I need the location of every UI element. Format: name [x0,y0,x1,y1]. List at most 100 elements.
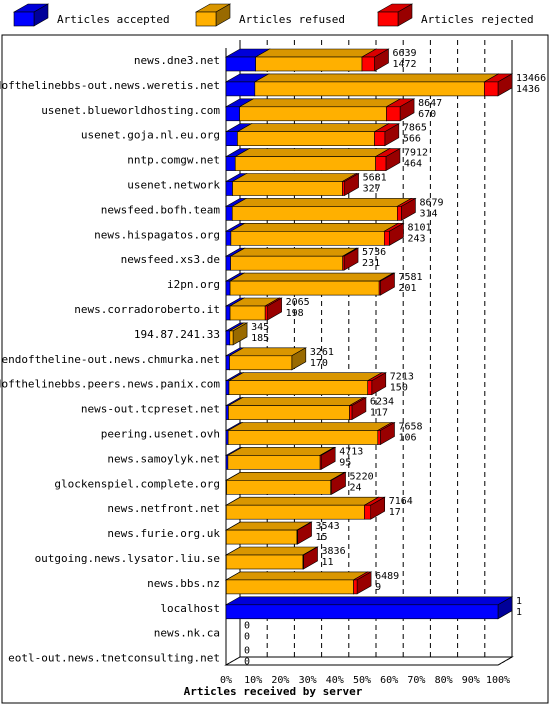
bar-segment-front [225,579,354,595]
bar-segment [229,222,400,246]
total-value-label: 8101 [407,222,431,233]
legend-label: Articles refused [239,13,345,26]
bar-segment-top [231,198,413,207]
row-label: glockenspiel.complete.org [54,477,220,490]
bar-segment-front [319,455,322,470]
bar-segment-front [296,529,298,545]
row-label: news.nk.ca [154,627,220,640]
bar-segment [396,197,417,221]
total-value-label: 6639 [393,48,417,59]
bar-segment [231,197,413,221]
total-value-label: 5220 [350,471,374,482]
bar-segment [483,73,514,97]
bar-segment [228,322,249,346]
accepted-value-label: 0 [244,657,250,668]
bar-row [224,347,307,371]
x-tick-label: 20% [271,675,289,686]
accepted-value-label: 95 [339,457,351,468]
bar-segment [225,471,346,495]
bar-row [224,496,386,520]
bar-segment-front [229,355,293,371]
bar-segment-front [349,405,353,420]
bar-segment [295,521,313,545]
bar-segment-front [330,479,332,495]
legend: Articles accepted Articles refused Article… [12,3,534,27]
bar-segment-front [227,430,379,445]
total-value-label: 7581 [398,272,422,283]
x-tick-label: 40% [326,675,344,686]
bar-segment-top [227,372,383,382]
bar-segment [366,372,387,396]
legend-swatch-front [377,11,399,27]
bar-segment [224,596,514,620]
row-label: usenet.goja.nl.eu.org [81,129,220,142]
accepted-value-label: 314 [419,208,437,219]
bar-segment-front [231,206,398,221]
accepted-value-label: 11 [322,557,334,568]
total-value-label: 13466 [516,73,546,84]
bar-row [224,272,396,296]
bar-row [224,98,416,122]
bar-segment [228,347,307,371]
row-label: news.hispagatos.org [94,228,220,241]
bar-row [224,297,283,321]
row-label: endoftheline-out.news.chmurka.net [1,353,220,366]
x-tick-label: 50% [353,675,371,686]
bar-segment-top [254,48,378,58]
bar-segment-front [255,56,363,72]
accepted-value-label: 1436 [516,84,540,95]
accepted-value-label: 566 [403,134,421,145]
total-value-label: 3261 [310,347,334,358]
bar-segment-front [225,604,499,620]
bar-segment-front [226,479,332,495]
bar-segment-front [378,280,381,296]
bar-segment-front [232,181,343,196]
bar-segment [341,247,360,271]
bar-segment-front [225,255,231,271]
bar-row [224,397,368,421]
accepted-value-label: 327 [363,184,381,195]
bar-segment [225,571,369,595]
total-value-label: 7865 [403,123,427,134]
row-label: news.bbs.nz [147,577,220,590]
bar-segment-front [225,156,236,171]
bar-segment-top [225,496,380,506]
total-value-label: 5681 [363,173,387,184]
row-label: news-out.tcpreset.net [81,403,220,416]
bar-segment-front [377,430,381,445]
row-label: usenet.blueworldhosting.com [41,104,220,117]
bar-segment-top [231,173,358,182]
bar-row [224,521,313,545]
bar-segment-front [374,131,386,146]
accepted-value-label: 1472 [393,59,417,70]
bar-segment-top [228,272,395,282]
total-value-label: 4713 [339,446,363,457]
x-axis-title: Articles received by server [184,685,363,698]
bar-segment-top [224,596,514,606]
bar-row [224,247,360,271]
accepted-value-label: 243 [407,233,425,244]
bar-segment-top [225,571,369,581]
bar-segment-front [225,504,365,520]
bar-segment-front [264,305,268,321]
row-label: eotl-out.news.tnetconsulting.net [8,652,220,665]
bar-segment-front [234,156,376,171]
bar-segment-front [386,106,401,122]
bar-segment [264,297,283,321]
accepted-value-label: 670 [418,109,436,120]
total-value-label: 0 [244,621,250,632]
bar-segment-top [229,223,400,232]
bar-segment-front [228,380,369,396]
x-tick-label: 0% [220,675,232,686]
bar-row [224,471,347,495]
bar-row [224,421,396,446]
total-value-label: 2065 [286,297,310,308]
total-value-label: 3836 [322,546,346,557]
row-label: endofthelinebbs-out.news.weretis.net [0,79,220,92]
total-value-label: 7658 [398,422,422,433]
bar-segment-front [237,131,375,146]
bar-segment-top [225,521,313,531]
floor [224,656,514,666]
bars [224,48,514,620]
